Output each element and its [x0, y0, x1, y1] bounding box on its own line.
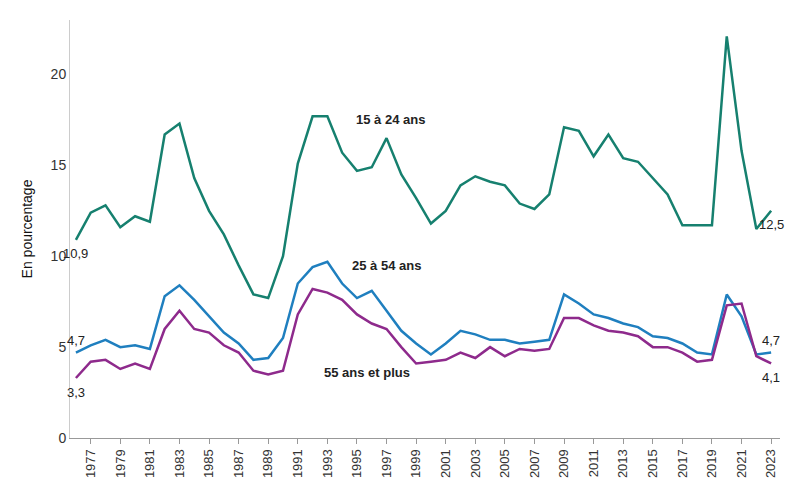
svg-text:4,7: 4,7	[67, 333, 85, 348]
svg-text:2017: 2017	[675, 449, 690, 478]
svg-text:15 à 24 ans: 15 à 24 ans	[356, 112, 425, 127]
svg-text:2015: 2015	[645, 449, 660, 478]
svg-text:2013: 2013	[615, 449, 630, 478]
svg-text:25 à 54 ans: 25 à 54 ans	[352, 258, 421, 273]
svg-text:1995: 1995	[349, 449, 364, 478]
svg-text:1989: 1989	[260, 449, 275, 478]
svg-text:1993: 1993	[320, 449, 335, 478]
svg-text:2009: 2009	[556, 449, 571, 478]
svg-text:4,1: 4,1	[762, 370, 780, 385]
svg-text:1999: 1999	[408, 449, 423, 478]
svg-text:2001: 2001	[438, 449, 453, 478]
svg-text:2005: 2005	[497, 449, 512, 478]
svg-text:10,9: 10,9	[63, 246, 88, 261]
svg-text:1991: 1991	[290, 449, 305, 478]
svg-text:55 ans et plus: 55 ans et plus	[324, 365, 410, 380]
svg-text:2003: 2003	[468, 449, 483, 478]
svg-text:1979: 1979	[113, 449, 128, 478]
svg-text:1985: 1985	[201, 449, 216, 478]
svg-text:2007: 2007	[527, 449, 542, 478]
svg-text:1997: 1997	[379, 449, 394, 478]
svg-text:1977: 1977	[83, 449, 98, 478]
svg-text:12,5: 12,5	[759, 217, 784, 232]
svg-text:2019: 2019	[704, 449, 719, 478]
svg-text:20: 20	[51, 66, 67, 82]
svg-text:En pourcentage: En pourcentage	[19, 179, 35, 278]
svg-text:3,3: 3,3	[67, 385, 85, 400]
svg-text:10: 10	[51, 248, 67, 264]
svg-text:4,7: 4,7	[762, 333, 780, 348]
svg-text:1987: 1987	[231, 449, 246, 478]
svg-text:15: 15	[51, 157, 67, 173]
svg-text:2023: 2023	[763, 449, 778, 478]
svg-text:5: 5	[58, 339, 66, 355]
svg-text:2021: 2021	[734, 449, 749, 478]
svg-text:2011: 2011	[586, 449, 601, 477]
svg-text:1983: 1983	[172, 449, 187, 478]
svg-text:0: 0	[58, 430, 66, 446]
svg-text:1981: 1981	[142, 449, 157, 478]
